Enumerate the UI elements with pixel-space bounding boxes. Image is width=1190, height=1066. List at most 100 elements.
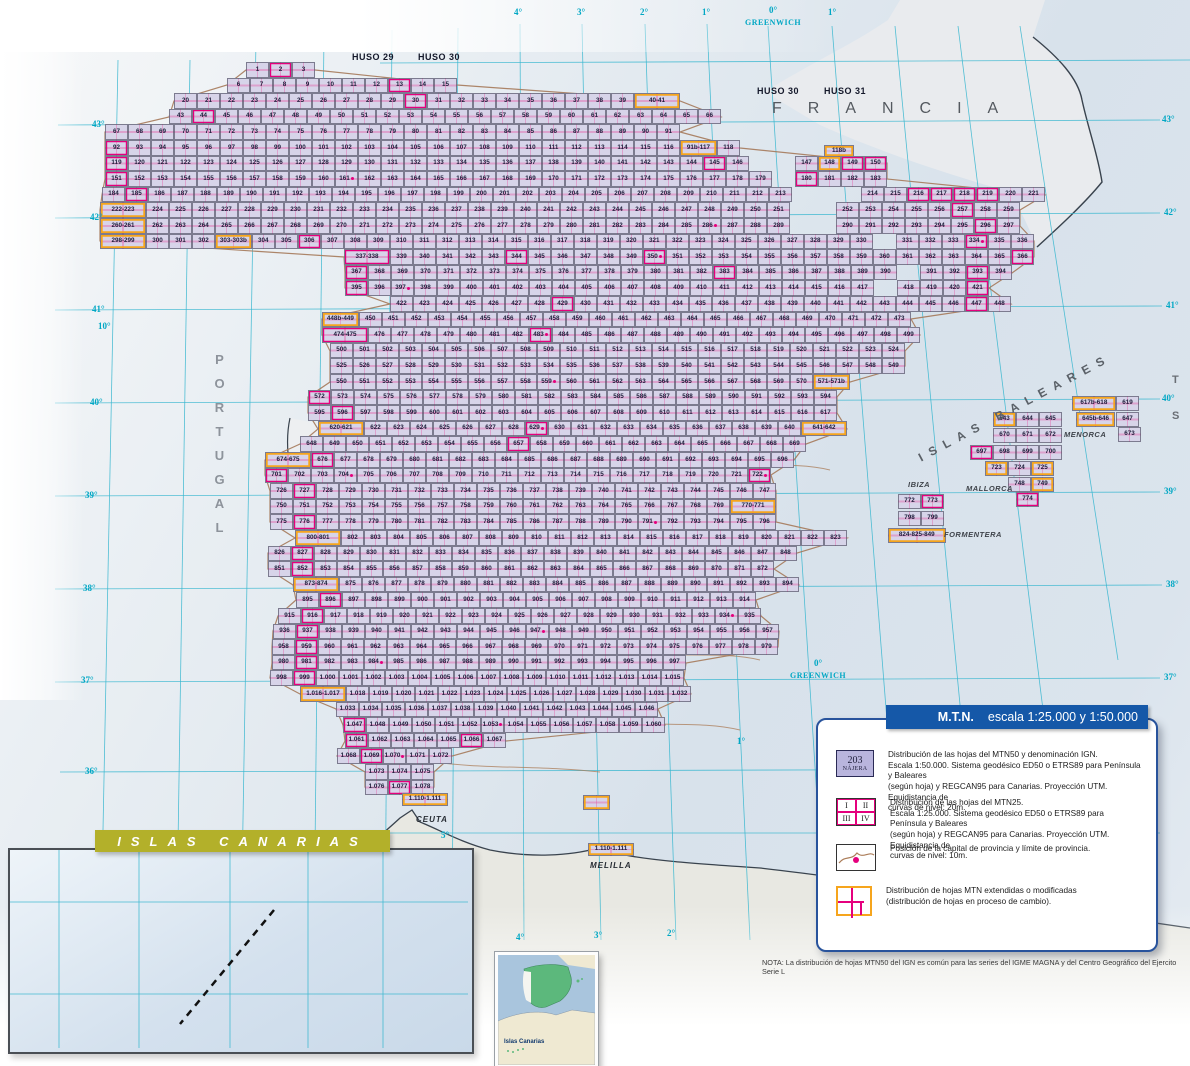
sheet-cell: 165 xyxy=(427,171,450,187)
sheet-cell: 516 xyxy=(698,342,721,359)
sheet-cell: 710 xyxy=(472,467,495,484)
sheet-cell: 699 xyxy=(1016,445,1039,460)
sheet-cell: 1.052 xyxy=(458,717,481,733)
sheet-cell: 292 xyxy=(882,218,905,234)
sheet-cell: 286 xyxy=(698,218,721,234)
sheet-cell: 895 xyxy=(296,592,319,608)
sheet-cell: 631 xyxy=(571,420,594,437)
sheet-cell: 906 xyxy=(549,592,572,608)
sheet-cell: 192 xyxy=(286,186,309,203)
sheet-cell: 558 xyxy=(514,374,537,390)
sheet-cell: 723 xyxy=(985,461,1008,476)
region-label: FRANCIA xyxy=(772,100,1025,117)
sheet-cell: 198 xyxy=(424,186,447,203)
sheet-cell: 1.042 xyxy=(543,701,566,718)
sheet-cell: 1.072 xyxy=(429,748,452,764)
sheet-cell: 760 xyxy=(500,498,523,515)
latitude-label: 43° xyxy=(92,119,105,129)
sheet-cell: 76 xyxy=(312,124,335,140)
sheet-cell: 890 xyxy=(684,576,707,593)
sheet-cell: 565 xyxy=(675,374,698,390)
sheet-cell: 446 xyxy=(942,296,965,312)
sheet-cell: 425 xyxy=(459,296,482,312)
sheet-cell: 909 xyxy=(618,592,641,608)
sheet-cell: 1.060 xyxy=(642,717,665,733)
sheet-cell: 560 xyxy=(560,374,583,390)
sheet-cell: 29 xyxy=(381,93,404,109)
sheet-cell: 582 xyxy=(538,389,561,406)
sheet-cell: 133 xyxy=(427,155,450,172)
sheet-cell: 1.033 xyxy=(336,701,359,718)
sheet-cell: 191 xyxy=(263,186,286,203)
legend-item-text: Distribución de las hojas del MTN50 y de… xyxy=(888,750,1141,813)
capital-province-swatch xyxy=(836,844,876,871)
sheet-cell: 1.071 xyxy=(406,748,429,764)
sheet-cell: 167 xyxy=(473,171,496,187)
sheet-cell: 289 xyxy=(767,218,790,234)
sheet-cell: 448 xyxy=(988,296,1011,312)
sheet-cell: 718 xyxy=(656,467,679,484)
sheet-cell: 364 xyxy=(965,249,988,265)
sheet-cell: 960 xyxy=(318,639,341,655)
sheet-cell: 993 xyxy=(571,654,594,671)
sheet-cell: 354 xyxy=(735,249,758,265)
sheet-cell: 1.049 xyxy=(389,717,412,733)
sheet-cell: 715 xyxy=(587,467,610,484)
sheet-cell: 778 xyxy=(339,514,362,530)
sheet-cell: 521 xyxy=(813,342,836,359)
sheet-cell: 1.032 xyxy=(668,686,691,702)
sheet-cell: 241 xyxy=(537,202,560,218)
sheet-cell: 408 xyxy=(644,280,667,296)
sheet-cell: 1.064 xyxy=(414,732,437,749)
sheet-cell: 747 xyxy=(753,483,776,499)
sheet-cell: 744 xyxy=(684,483,707,499)
mtn50-sheet-swatch: 203 NÁJERA xyxy=(836,750,874,777)
sheet-cell: 417 xyxy=(851,280,874,296)
sheet-cell: 730 xyxy=(362,483,385,499)
latitude-label: 41° xyxy=(1166,300,1179,310)
sheet-cell: 523 xyxy=(859,342,882,359)
sheet-cell: 875 xyxy=(339,576,362,593)
sheet-cell: 75 xyxy=(289,124,312,140)
sheet-cell: 892 xyxy=(730,576,753,593)
sheet-cell: 138 xyxy=(542,155,565,172)
sheet-cell: 672 xyxy=(1039,428,1062,443)
sheet-cell: 496 xyxy=(828,327,851,343)
sheet-cell: 944 xyxy=(457,623,480,640)
sheet-cell: 388 xyxy=(828,264,851,281)
sheet-cell: 1.058 xyxy=(596,717,619,733)
sheet-cell: 321 xyxy=(642,233,666,250)
sheet-cell: 1.068 xyxy=(337,748,360,764)
sheet-cell: 981 xyxy=(295,654,318,671)
sheet-cell: 965 xyxy=(433,639,456,655)
sheet-cell: 510 xyxy=(560,342,583,359)
sheet-cell: 147 xyxy=(795,155,818,172)
sheet-cell: 54 xyxy=(422,108,445,125)
sheet-cell: 748 xyxy=(1008,477,1031,492)
sheet-cell: 126 xyxy=(266,155,289,172)
sheet-cell: 33 xyxy=(473,93,496,109)
sheet-cell: 966 xyxy=(456,639,479,655)
sheet-cell: 695 xyxy=(748,452,771,468)
sheet-cell: 418 xyxy=(897,280,920,296)
sheet-cell: 753 xyxy=(339,498,362,515)
sheet-cell: 1.014 xyxy=(638,670,661,686)
sheet-cell: 310 xyxy=(389,233,413,250)
sheet-cell: 569 xyxy=(767,374,790,390)
sheet-cell: 899 xyxy=(388,592,411,608)
sheet-cell: 462 xyxy=(634,311,658,328)
sheet-cell: 930 xyxy=(623,608,646,624)
sheet-cell: 596 xyxy=(331,405,354,421)
sheet-cell: 196 xyxy=(378,186,401,203)
sheet-cell: 221 xyxy=(1022,186,1045,203)
sheet-cell: 213 xyxy=(769,186,792,203)
sheet-cell: 894 xyxy=(776,576,799,593)
sheet-cell: 112 xyxy=(565,140,588,156)
sheet-cell: 327 xyxy=(780,233,804,250)
sheet-cell: 333 xyxy=(941,233,965,250)
sheet-cell: 576 xyxy=(400,389,423,406)
sheet-cell: 593 xyxy=(791,389,814,406)
sheet-cell: 822 xyxy=(801,530,824,546)
sheet-cell: 834 xyxy=(452,545,475,562)
sheet-cell: 591 xyxy=(745,389,768,406)
